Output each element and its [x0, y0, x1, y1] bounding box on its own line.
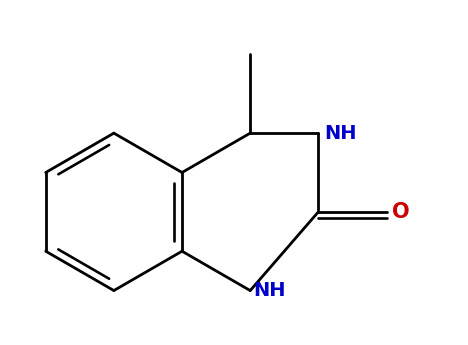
Text: NH: NH [253, 281, 285, 300]
Text: NH: NH [324, 124, 357, 142]
Text: O: O [392, 202, 409, 222]
